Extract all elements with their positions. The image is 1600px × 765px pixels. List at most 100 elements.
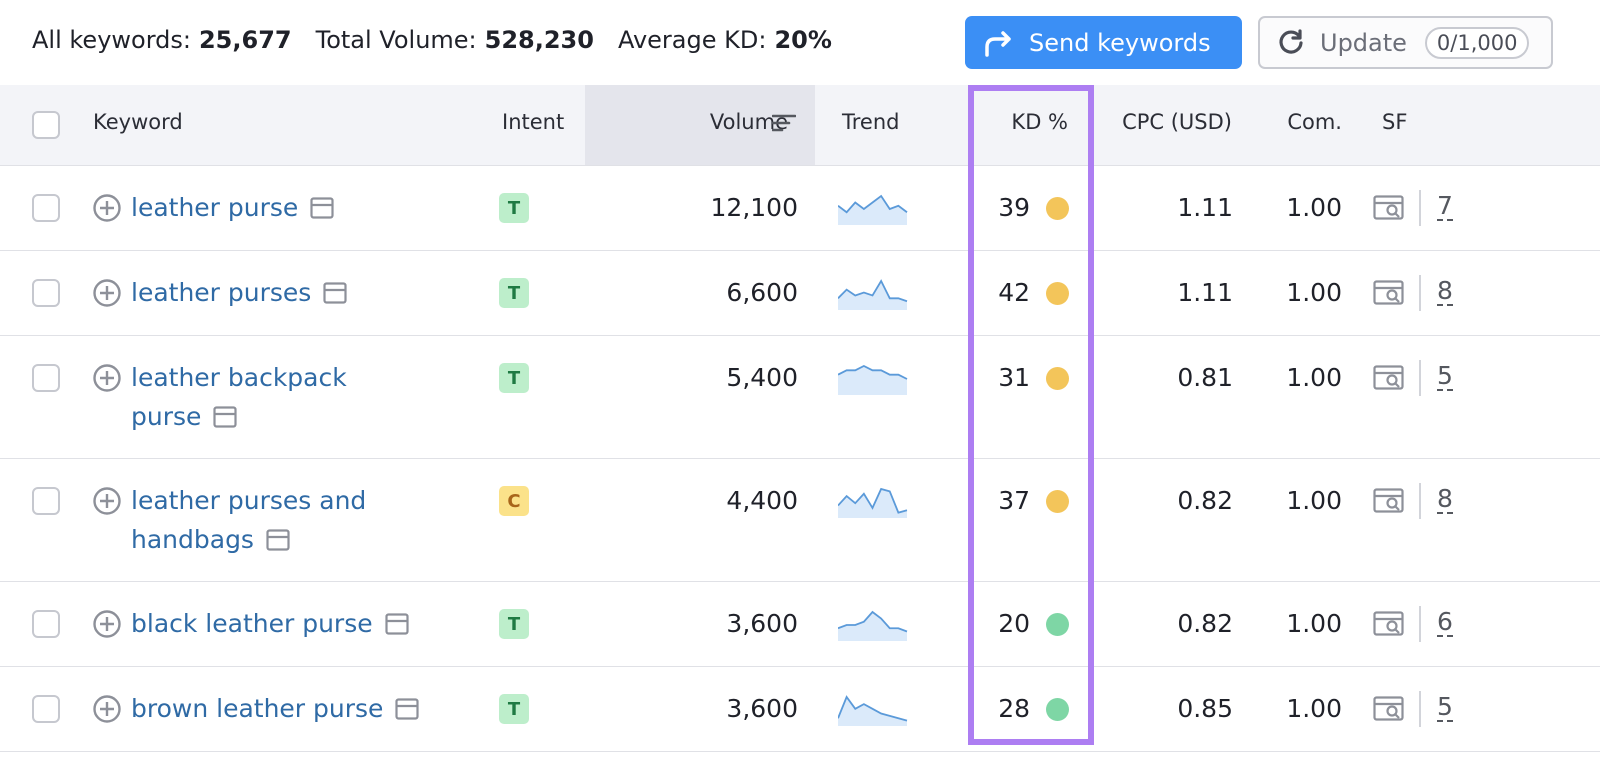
select-all-checkbox[interactable] (32, 111, 60, 139)
summary-value: 25,677 (198, 26, 292, 54)
add-icon[interactable] (92, 363, 122, 397)
cpc: 0.85 (1177, 694, 1233, 723)
add-icon[interactable] (92, 694, 122, 728)
summary-item: Average KD: 20% (618, 26, 832, 54)
sf-divider (1419, 360, 1421, 396)
sf-count[interactable]: 7 (1437, 191, 1453, 221)
plus-circle (93, 487, 121, 515)
sf-icon[interactable] (1373, 365, 1405, 395)
table-row (0, 458, 1600, 582)
table-row (0, 581, 1600, 667)
refresh-icon (1279, 28, 1303, 54)
trend-sparkline (838, 487, 908, 518)
row-checkbox[interactable] (32, 194, 60, 222)
summary-label: All keywords: (32, 26, 191, 54)
serp-icon-shape (323, 282, 347, 304)
column-header[interactable]: Com. (1287, 110, 1342, 134)
serp-icon-shape (213, 406, 238, 428)
volume: 4,400 (726, 486, 798, 515)
add-icon[interactable] (92, 193, 122, 227)
serp-icon-shape (395, 698, 420, 720)
share-icon (985, 30, 1011, 57)
trend-sparkline (838, 279, 908, 310)
add-icon[interactable] (92, 486, 122, 520)
sf-count[interactable]: 6 (1437, 607, 1453, 637)
volume: 5,400 (726, 363, 798, 392)
sf-count[interactable]: 5 (1437, 692, 1453, 722)
plus-circle (93, 610, 121, 638)
trend-line (838, 610, 908, 633)
kd-dot (1046, 197, 1069, 220)
kd-dot (1046, 613, 1069, 636)
summary-value: 20% (774, 26, 832, 54)
table-row (0, 250, 1600, 336)
send-keywords-button[interactable]: Send keywords (965, 16, 1242, 69)
cpc: 0.81 (1177, 363, 1233, 392)
sf-icon[interactable] (1373, 611, 1405, 641)
update-label: Update (1320, 28, 1407, 57)
plus-circle (93, 279, 121, 307)
update-count: 0/1,000 (1424, 26, 1530, 59)
summary-label: Total Volume: (315, 26, 477, 54)
intent-badge: T (499, 363, 529, 393)
serp-icon[interactable] (395, 692, 420, 731)
sf-icon[interactable] (1373, 280, 1405, 310)
cpc: 1.11 (1177, 278, 1233, 307)
trend-line (838, 695, 908, 722)
keyword-tail: purse (228, 193, 334, 222)
sf-icon-shape (1373, 611, 1404, 636)
serp-icon[interactable] (266, 523, 290, 562)
keyword-tail: purse (131, 402, 238, 431)
cpc: 0.82 (1177, 609, 1233, 638)
sf-count[interactable]: 8 (1437, 484, 1453, 514)
column-header[interactable]: CPC (USD) (1122, 110, 1232, 134)
trend-line (838, 194, 908, 214)
row-checkbox[interactable] (32, 279, 60, 307)
intent-badge: T (499, 193, 529, 223)
sort-icon (771, 113, 797, 137)
keyword-link[interactable]: leather backpack purse (131, 358, 431, 439)
kd-value: 31 (998, 363, 1030, 392)
row-checkbox[interactable] (32, 610, 60, 638)
serp-icon[interactable] (323, 276, 347, 315)
keyword-link[interactable]: black leather purse (131, 604, 431, 646)
sf-icon-shape (1373, 280, 1404, 305)
sf-icon-shape (1373, 195, 1404, 220)
keyword-link[interactable]: leather purse (131, 188, 431, 230)
sf-count[interactable]: 5 (1437, 361, 1453, 391)
table-row (0, 666, 1600, 752)
trend-sparkline (838, 194, 908, 225)
column-header[interactable]: Keyword (93, 110, 183, 134)
serp-icon[interactable] (310, 191, 334, 230)
sf-icon[interactable] (1373, 488, 1405, 518)
row-checkbox[interactable] (32, 695, 60, 723)
intent-badge: C (499, 486, 529, 516)
kd-dot (1046, 367, 1069, 390)
sf-icon-shape (1373, 696, 1404, 721)
sf-divider (1419, 190, 1421, 226)
sf-icon[interactable] (1373, 696, 1405, 726)
add-icon[interactable] (92, 278, 122, 312)
keyword-link[interactable]: leather purses and handbags (131, 481, 431, 562)
add-icon[interactable] (92, 609, 122, 643)
keyword-link[interactable]: leather purses (131, 273, 431, 315)
keyword-link[interactable]: brown leather purse (131, 689, 431, 731)
column-header[interactable]: KD % (1011, 110, 1068, 134)
column-header[interactable]: Intent (502, 110, 565, 134)
sf-count[interactable]: 8 (1437, 276, 1453, 306)
column-header[interactable]: Trend (842, 110, 900, 134)
column-header[interactable]: SF (1382, 110, 1408, 134)
serp-icon[interactable] (385, 607, 409, 646)
serp-icon[interactable] (213, 400, 238, 439)
update-button[interactable]: Update 0/1,000 (1258, 16, 1553, 69)
row-checkbox[interactable] (32, 487, 60, 515)
sf-icon[interactable] (1373, 195, 1405, 225)
summary-label: Average KD: (617, 26, 767, 54)
trend-area (838, 489, 907, 518)
kd-value: 39 (998, 193, 1030, 222)
plus-circle (93, 695, 121, 723)
trend-line (838, 279, 908, 303)
kd-dot (1046, 490, 1069, 513)
row-checkbox[interactable] (32, 364, 60, 392)
